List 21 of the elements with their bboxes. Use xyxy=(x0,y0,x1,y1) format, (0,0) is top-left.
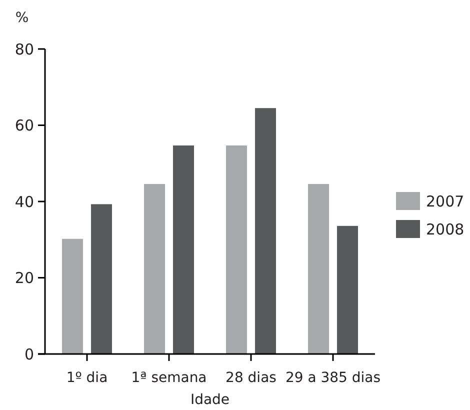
x-tick-label: 28 dias xyxy=(226,370,276,386)
bar xyxy=(226,145,247,354)
bar xyxy=(308,184,329,354)
bar xyxy=(173,145,194,354)
bar xyxy=(255,108,276,354)
bar xyxy=(91,204,112,354)
legend-label: 2007 xyxy=(426,192,464,210)
bar xyxy=(62,238,83,354)
y-tick-label: 20 xyxy=(14,269,34,287)
y-tick-label: 80 xyxy=(14,40,34,58)
x-tick-label: 1º dia xyxy=(66,370,108,386)
x-axis-title: Idade xyxy=(190,392,230,408)
y-tick-label: 0 xyxy=(24,345,34,364)
bar xyxy=(337,226,358,354)
x-tick-label: 29 a 385 dias xyxy=(285,370,381,386)
y-tick-label: 60 xyxy=(14,116,34,134)
y-tick-label: 40 xyxy=(14,192,34,211)
y-axis-title: % xyxy=(15,10,29,26)
x-tick-label: 1ª semana xyxy=(131,370,207,386)
bar xyxy=(144,184,165,354)
legend-label: 2008 xyxy=(426,220,464,238)
